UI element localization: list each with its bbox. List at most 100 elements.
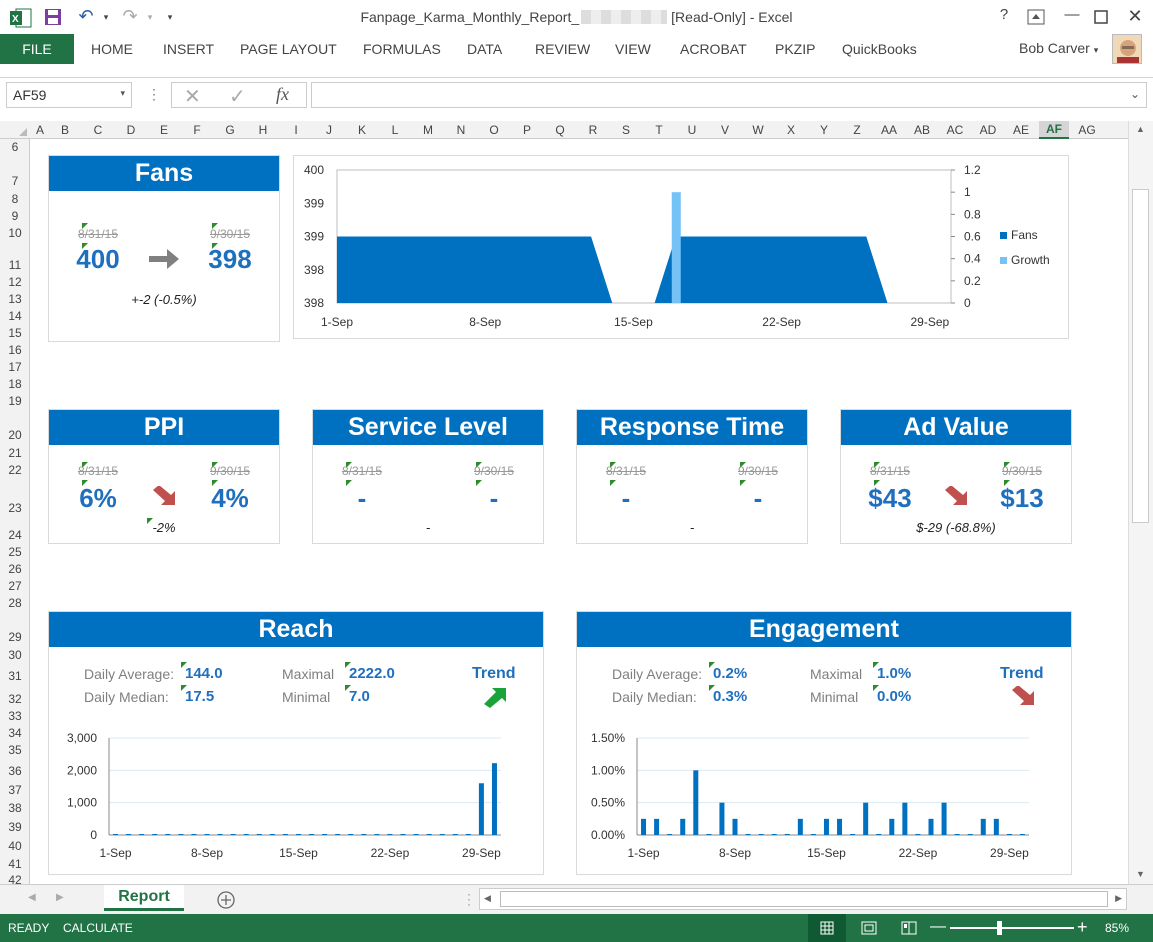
tab-quickbooks[interactable]: QuickBooks	[842, 41, 917, 57]
sheet-tab-report[interactable]: Report	[104, 885, 184, 911]
row-header-14[interactable]: 14	[8, 309, 22, 323]
column-header-i[interactable]: I	[294, 123, 298, 137]
row-header-41[interactable]: 41	[8, 857, 22, 871]
vertical-scrollbar[interactable]: ▲ ▼	[1128, 121, 1153, 885]
confirm-entry-icon[interactable]: ✓	[229, 86, 246, 108]
tab-formulas[interactable]: FORMULAS	[363, 41, 441, 57]
column-header-y[interactable]: Y	[819, 123, 828, 137]
reach-chart[interactable]: 0 1,000 2,000 3,000 1-Sep 8-Sep 15-Sep 22-Sep 29…	[49, 722, 543, 874]
row-header-15[interactable]: 15	[8, 326, 22, 340]
save-icon[interactable]	[44, 8, 62, 26]
row-header-39[interactable]: 39	[8, 820, 22, 834]
column-header-b[interactable]: B	[60, 123, 69, 137]
ribbon-display-icon[interactable]	[1027, 9, 1045, 25]
column-header-ad[interactable]: AD	[979, 123, 997, 137]
scroll-right-icon[interactable]: ▶	[1115, 893, 1122, 903]
scroll-down-icon[interactable]: ▼	[1136, 869, 1145, 879]
tab-insert[interactable]: INSERT	[163, 41, 215, 57]
excel-logo-icon[interactable]: X	[10, 8, 32, 28]
row-header-18[interactable]: 18	[8, 377, 22, 391]
vertical-scroll-thumb[interactable]	[1132, 189, 1149, 523]
column-header-a[interactable]: A	[35, 123, 44, 137]
column-header-l[interactable]: L	[391, 123, 399, 137]
row-header-16[interactable]: 16	[8, 343, 22, 357]
column-header-aa[interactable]: AA	[880, 123, 897, 137]
redo-icon[interactable]: ↷	[122, 6, 138, 26]
zoom-in-icon[interactable]: +	[1077, 917, 1088, 937]
tab-view[interactable]: VIEW	[615, 41, 651, 57]
column-header-n[interactable]: N	[456, 123, 466, 137]
fans-chart[interactable]: 398 398 399 399 400 0 0.2 0.4 0.6 0.8 1 1.2 1-Sep 8-S…	[293, 155, 1069, 339]
row-header-7[interactable]: 7	[11, 174, 19, 188]
zoom-slider-thumb[interactable]	[996, 921, 1002, 935]
column-header-r[interactable]: R	[588, 123, 598, 137]
row-header-25[interactable]: 25	[8, 545, 22, 559]
row-header-6[interactable]: 6	[11, 140, 19, 154]
select-all-icon[interactable]	[18, 127, 28, 137]
row-header-29[interactable]: 29	[8, 630, 22, 644]
prev-sheet-icon[interactable]: ◀	[28, 892, 36, 903]
page-break-view-icon[interactable]	[901, 921, 917, 935]
row-header-8[interactable]: 8	[11, 192, 19, 206]
tab-pkzip[interactable]: PKZIP	[775, 41, 816, 57]
column-header-x[interactable]: X	[786, 123, 795, 137]
tab-page-layout[interactable]: PAGE LAYOUT	[240, 41, 337, 57]
scroll-left-icon[interactable]: ◀	[484, 893, 491, 903]
column-header-af[interactable]: AF	[1039, 121, 1069, 139]
column-header-e[interactable]: E	[159, 123, 168, 137]
status-calculate[interactable]: CALCULATE	[63, 921, 133, 935]
column-header-g[interactable]: G	[225, 123, 235, 137]
row-header-21[interactable]: 21	[8, 446, 22, 460]
row-header-35[interactable]: 35	[8, 743, 22, 757]
tab-acrobat[interactable]: ACROBAT	[680, 41, 747, 57]
row-header-13[interactable]: 13	[8, 292, 22, 306]
undo-dropdown-icon[interactable]: ▾	[103, 12, 109, 22]
column-header-v[interactable]: V	[720, 123, 729, 137]
expand-formula-bar-icon[interactable]: ⌄	[1130, 87, 1141, 101]
insert-function-icon[interactable]: fx	[276, 84, 289, 104]
column-header-ae[interactable]: AE	[1012, 123, 1029, 137]
zoom-out-icon[interactable]: —	[930, 918, 946, 935]
undo-icon[interactable]: ↶	[78, 6, 94, 26]
column-header-k[interactable]: K	[357, 123, 366, 137]
row-header-10[interactable]: 10	[8, 226, 22, 240]
help-icon[interactable]: ?	[999, 6, 1009, 23]
scroll-up-icon[interactable]: ▲	[1136, 124, 1145, 134]
row-header-36[interactable]: 36	[8, 764, 22, 778]
column-header-ac[interactable]: AC	[946, 123, 964, 137]
name-box-dropdown-icon[interactable]: ▾	[120, 88, 125, 98]
horizontal-scroll-thumb[interactable]	[500, 891, 1108, 907]
page-layout-view-icon[interactable]	[861, 921, 877, 935]
engagement-chart[interactable]: 0.00% 0.50% 1.00% 1.50% 1-Sep 8-Sep 15-Sep 22-S…	[577, 722, 1071, 874]
tab-review[interactable]: REVIEW	[535, 41, 591, 57]
more-options-icon[interactable]: ⋮	[147, 86, 161, 102]
row-header-27[interactable]: 27	[8, 579, 22, 593]
row-header-31[interactable]: 31	[8, 669, 22, 683]
column-header-p[interactable]: P	[522, 123, 531, 137]
column-header-j[interactable]: J	[326, 123, 332, 137]
formula-input[interactable]	[311, 82, 1147, 108]
row-header-19[interactable]: 19	[8, 394, 22, 408]
zoom-level[interactable]: 85%	[1105, 921, 1130, 935]
row-header-37[interactable]: 37	[8, 783, 22, 797]
tab-file[interactable]: FILE	[0, 34, 74, 64]
column-header-w[interactable]: W	[752, 123, 764, 137]
cancel-entry-icon[interactable]: ✕	[184, 86, 201, 108]
column-header-q[interactable]: Q	[555, 123, 565, 137]
normal-view-button[interactable]	[808, 914, 846, 942]
maximize-icon[interactable]	[1094, 10, 1108, 24]
user-account[interactable]: Bob Carver ▾	[1019, 40, 1099, 56]
row-header-26[interactable]: 26	[8, 562, 22, 576]
row-header-32[interactable]: 32	[8, 692, 22, 706]
column-header-o[interactable]: O	[489, 123, 499, 137]
row-header-42[interactable]: 42	[8, 873, 22, 887]
row-header-38[interactable]: 38	[8, 801, 22, 815]
column-header-h[interactable]: H	[258, 123, 268, 137]
column-header-d[interactable]: D	[126, 123, 136, 137]
name-box[interactable]: AF59 ▾	[6, 82, 132, 108]
row-header-20[interactable]: 20	[8, 428, 22, 442]
row-header-12[interactable]: 12	[8, 275, 22, 289]
column-header-s[interactable]: S	[621, 123, 630, 137]
zoom-slider[interactable]	[950, 927, 1074, 929]
column-header-u[interactable]: U	[687, 123, 697, 137]
